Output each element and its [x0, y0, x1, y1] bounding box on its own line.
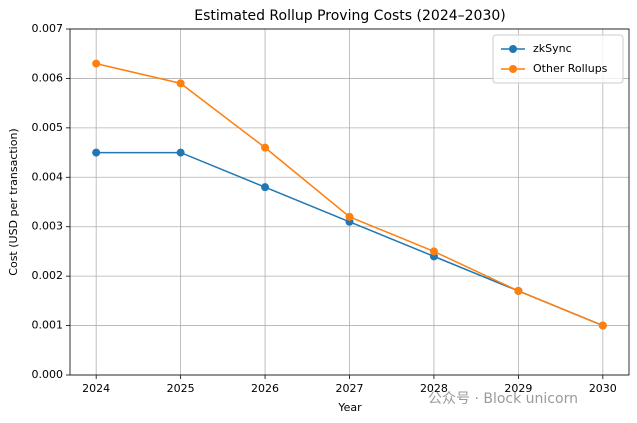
data-point — [92, 59, 101, 68]
y-tick-label: 0.003 — [32, 220, 64, 233]
data-point — [176, 79, 185, 88]
data-point — [514, 286, 523, 295]
y-tick-label: 0.000 — [32, 368, 64, 381]
x-tick-label: 2027 — [336, 382, 364, 395]
chart-title: Estimated Rollup Proving Costs (2024–203… — [194, 8, 505, 24]
data-point — [598, 321, 607, 330]
x-tick-label: 2025 — [167, 382, 195, 395]
data-point — [176, 148, 185, 157]
data-point — [92, 148, 101, 157]
legend-marker — [509, 45, 517, 53]
data-point — [429, 247, 438, 256]
y-tick-label: 0.005 — [32, 121, 64, 134]
legend: zkSync Other Rollups — [492, 34, 624, 84]
x-tick-label: 2024 — [82, 382, 110, 395]
y-tick-label: 0.001 — [32, 319, 64, 332]
x-axis-label: Year — [337, 401, 362, 414]
y-tick-label: 0.006 — [32, 71, 64, 84]
data-point — [345, 212, 354, 221]
data-point — [261, 183, 270, 192]
y-tick-label: 0.002 — [32, 269, 64, 282]
data-point — [261, 143, 270, 152]
x-tick-label: 2029 — [504, 382, 532, 395]
x-tick-label: 2030 — [589, 382, 617, 395]
watermark: 公众号 · Block unicorn — [428, 391, 578, 407]
y-tick-label: 0.004 — [32, 170, 64, 183]
x-tick-label: 2028 — [420, 382, 448, 395]
legend-label: Other Rollups — [533, 62, 608, 75]
plot-frame — [69, 28, 630, 376]
legend-label: zkSync — [533, 42, 572, 55]
y-tick-label: 0.007 — [32, 22, 64, 35]
legend-box — [492, 34, 624, 84]
legend-marker — [509, 65, 517, 73]
x-tick-label: 2026 — [251, 382, 279, 395]
y-axis-label: Cost (USD per transaction) — [7, 128, 20, 275]
